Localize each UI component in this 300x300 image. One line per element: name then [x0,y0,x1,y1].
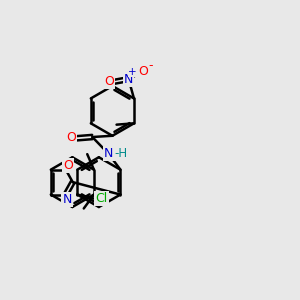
Text: O: O [104,75,114,88]
Text: O: O [66,131,76,144]
Text: N: N [62,194,72,206]
Text: -: - [149,59,153,72]
Text: O: O [63,159,73,172]
Text: +: + [128,68,137,77]
Text: N: N [104,147,113,160]
Text: Cl: Cl [95,192,107,205]
Text: -H: -H [114,147,128,160]
Text: O: O [138,64,148,78]
Text: N: N [124,73,133,86]
